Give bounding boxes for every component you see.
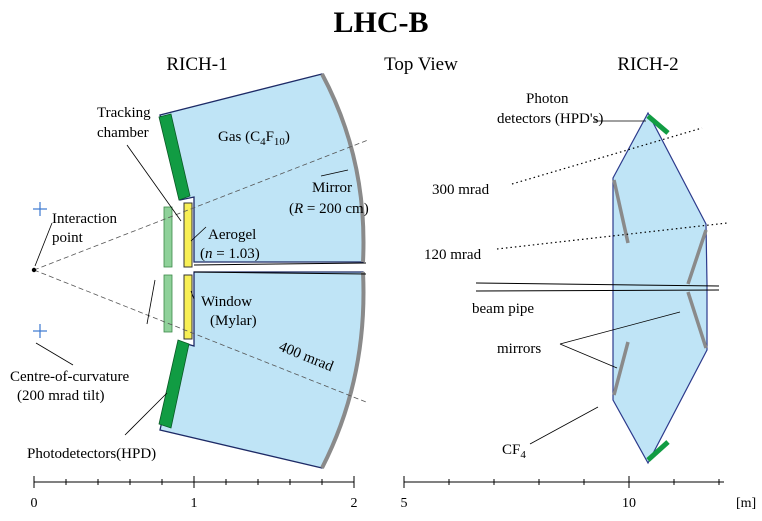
rich2-leader-lines [529, 120, 681, 445]
beam-pipe-lower [475, 289, 720, 292]
rich2-mirror-flat-upper [612, 179, 630, 244]
photon-detectors-label: Photon detectors (HPD's) [497, 91, 603, 127]
axis-right-tick-10: 10 [622, 496, 636, 511]
aerogel-upper [183, 202, 193, 268]
rich2-detector [475, 111, 728, 465]
aerogel-index-label: (n = 1.03) [200, 246, 260, 262]
axis-right [403, 476, 724, 488]
angle-300-label: 300 mrad [432, 182, 490, 198]
rich1-photodetector-upper [158, 113, 191, 201]
rich1-leader-lines [34, 144, 349, 436]
rich1-beam-pipe-upper [193, 262, 367, 266]
window-label: Window (Mylar) [201, 294, 257, 329]
rich2-photodetector-lower [646, 440, 670, 462]
view-label: Top View [384, 54, 458, 75]
beam-pipe-upper [475, 282, 720, 287]
axis-left-tick-0: 0 [31, 496, 38, 511]
rich1-mirror-lower [320, 271, 366, 469]
rich2-title: RICH-2 [617, 54, 678, 75]
rich1-detector [31, 73, 369, 469]
rich2-photodetector-upper [646, 114, 670, 135]
angle-300-line [511, 127, 703, 185]
beam-pipe-label: beam pipe [472, 301, 534, 317]
acceptance-line-upper [33, 139, 369, 271]
angle-120-label: 120 mrad [424, 247, 482, 263]
gas-label: Gas (C4F10) [218, 129, 290, 148]
rich1-photodetector-lower [158, 339, 190, 429]
axis-left [33, 476, 355, 488]
interaction-point-marker [31, 267, 37, 273]
centre-of-curvature-label: Centre-of-curvature (200 mrad tilt) [10, 369, 133, 404]
cross-icon-lower [33, 324, 47, 338]
rich1-title: RICH-1 [166, 54, 227, 75]
window-lower [183, 274, 193, 340]
interaction-point-label: Interaction point [52, 211, 121, 246]
mirror-label: Mirror [312, 180, 352, 196]
mirrors-label: mirrors [497, 341, 541, 357]
aerogel-label: Aerogel [208, 227, 256, 243]
acceptance-line-lower [33, 269, 367, 403]
mirror-radius-label: (R = 200 cm) [289, 201, 369, 217]
rich2-gas-label: CF4 [502, 442, 526, 461]
rich2-mirror-spherical-lower [686, 291, 708, 349]
tracking-chamber-lower [163, 274, 173, 333]
rich2-gas-volume [612, 111, 708, 465]
rich1-beam-pipe-lower [193, 271, 367, 275]
rich2-mirror-spherical-upper [686, 229, 708, 285]
rich2-mirror-flat-lower [612, 341, 630, 396]
tracking-chamber-upper [163, 206, 173, 268]
axis-right-tick-5: 5 [401, 496, 408, 511]
diagram-title: LHC-B [333, 6, 428, 39]
cross-icon-upper [33, 202, 47, 216]
axis-left-tick-2: 2 [351, 496, 358, 511]
rich1-mirror-upper [320, 73, 366, 263]
photodetectors-label: Photodetectors(HPD) [27, 446, 156, 462]
axis-unit-label: [m] [736, 496, 756, 511]
axis-left-tick-1: 1 [191, 496, 198, 511]
tracking-chamber-label: Tracking chamber [97, 105, 154, 141]
